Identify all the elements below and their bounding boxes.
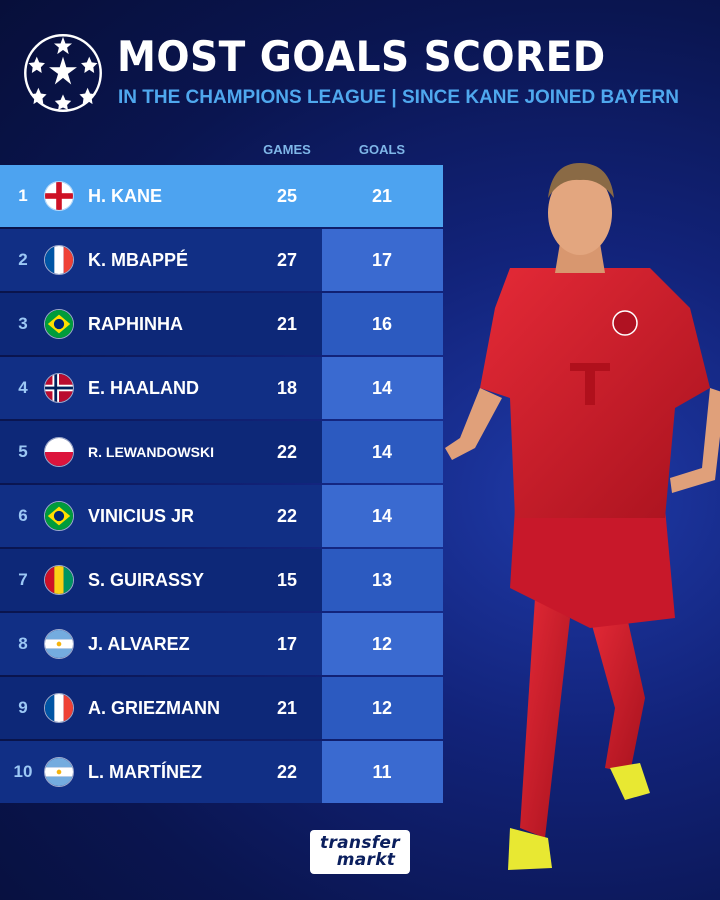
goals-value: 16: [371, 313, 393, 334]
games-value: 22: [276, 505, 298, 526]
rank: 3: [18, 314, 28, 333]
goals-cell-background: [322, 677, 443, 739]
france-flag-icon: [44, 245, 74, 275]
goals-cell-background: [322, 485, 443, 547]
goals-cell-background: [322, 229, 443, 291]
games-value: 27: [276, 249, 298, 270]
table-row: 5 R. LEWANDOWSKI 22 14: [0, 421, 443, 483]
player-name: S. GUIRASSY: [88, 569, 205, 590]
argentina-flag-icon: [44, 629, 74, 659]
goals-value: 13: [371, 569, 393, 590]
goals-cell-background: [322, 549, 443, 611]
games-value: 25: [276, 185, 298, 206]
games-value: 21: [276, 697, 298, 718]
goals-value: 14: [371, 377, 393, 398]
goals-value: 17: [371, 249, 393, 270]
games-value: 15: [276, 569, 298, 590]
rank: 8: [18, 634, 28, 653]
table-row: 8 J. ALVAREZ 17 12: [0, 613, 443, 675]
rank: 1: [18, 186, 28, 205]
player-name: K. MBAPPÉ: [88, 249, 189, 270]
table-row: 9 A. GRIEZMANN 21 12: [0, 677, 443, 739]
goals-cell-background: [322, 741, 443, 803]
header: MOST GOALS SCORED IN THE CHAMPIONS LEAGU…: [0, 0, 720, 140]
player-name: J. ALVAREZ: [88, 633, 190, 654]
goals-cell-background: [322, 421, 443, 483]
table-row: 2 K. MBAPPÉ 27 17: [0, 229, 443, 291]
player-name: H. KANE: [88, 185, 163, 206]
goals-cell-background: [322, 613, 443, 675]
guinea-flag-icon: [44, 565, 74, 595]
page-subtitle: IN THE CHAMPIONS LEAGUE | SINCE KANE JOI…: [118, 87, 679, 108]
goals-value: 14: [371, 505, 393, 526]
rank: 4: [18, 378, 28, 397]
player-name: L. MARTÍNEZ: [88, 761, 202, 782]
table-row: 1 H. KANE 25 21: [0, 165, 443, 227]
games-column-header: GAMES: [263, 142, 311, 157]
brazil-flag-icon: [44, 501, 74, 531]
goals-cell-background: [322, 165, 443, 227]
goals-cell-background: [322, 293, 443, 355]
transfermarkt-logo: transfer markt: [310, 830, 410, 874]
player-name: RAPHINHA: [88, 313, 184, 334]
table-row: 3 RAPHINHA 21 16: [0, 293, 443, 355]
france-flag-icon: [44, 693, 74, 723]
rank: 9: [18, 698, 28, 717]
games-value: 21: [276, 313, 298, 334]
goals-value: 11: [372, 761, 392, 782]
goals-cell-background: [322, 357, 443, 419]
table-row: 4 E. HAALAND 18 14: [0, 357, 443, 419]
goals-value: 12: [371, 697, 393, 718]
page-title: MOST GOALS SCORED: [117, 32, 606, 81]
player-illustration: [445, 163, 720, 870]
goals-value: 14: [371, 441, 393, 462]
rank: 7: [18, 570, 28, 589]
goals-value: 21: [371, 185, 393, 206]
rank: 6: [18, 506, 28, 525]
player-name: R. LEWANDOWSKI: [88, 444, 214, 460]
argentina-flag-icon: [44, 757, 74, 787]
poland-flag-icon: [44, 437, 74, 467]
table-row: 7 S. GUIRASSY 15 13: [0, 549, 443, 611]
player-name: VINICIUS JR: [88, 505, 195, 526]
goals-value: 12: [371, 633, 393, 654]
games-value: 22: [276, 761, 298, 782]
rank: 2: [18, 250, 28, 269]
player-name: A. GRIEZMANN: [88, 697, 220, 718]
games-value: 18: [276, 377, 298, 398]
brazil-flag-icon: [44, 309, 74, 339]
games-value: 22: [276, 441, 298, 462]
table-row: 10 L. MARTÍNEZ 22 11: [0, 741, 443, 803]
norway-flag-icon: [44, 373, 74, 403]
champions-league-starball-icon: [24, 34, 102, 112]
rank: 10: [13, 762, 33, 781]
brand-line1: transfer: [320, 833, 400, 853]
player-name: E. HAALAND: [88, 377, 199, 398]
goals-column-header: GOALS: [358, 142, 406, 157]
table-row: 6 VINICIUS JR 22 14: [0, 485, 443, 547]
england-flag-icon: [44, 181, 74, 211]
brand-line2: markt: [336, 850, 396, 870]
rank: 5: [18, 442, 28, 461]
games-value: 17: [276, 633, 298, 654]
